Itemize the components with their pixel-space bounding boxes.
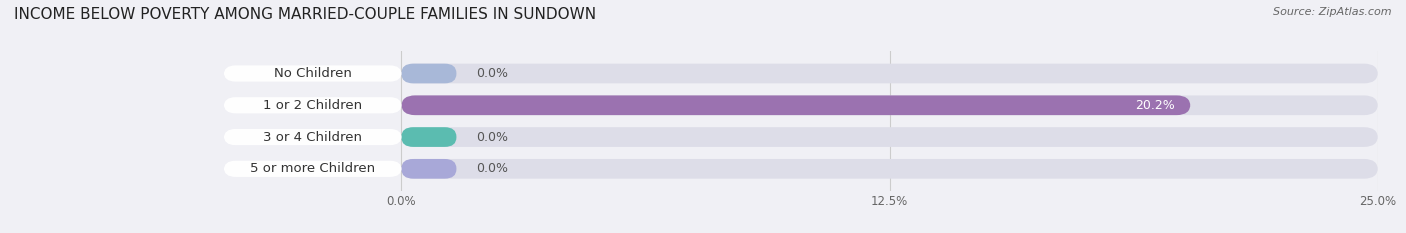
FancyBboxPatch shape [224,161,402,177]
FancyBboxPatch shape [401,159,457,179]
FancyBboxPatch shape [401,64,457,83]
Text: 0.0%: 0.0% [477,130,508,144]
Text: 1 or 2 Children: 1 or 2 Children [263,99,363,112]
FancyBboxPatch shape [224,129,402,145]
FancyBboxPatch shape [401,159,1378,179]
Text: Source: ZipAtlas.com: Source: ZipAtlas.com [1274,7,1392,17]
Text: No Children: No Children [274,67,352,80]
Text: INCOME BELOW POVERTY AMONG MARRIED-COUPLE FAMILIES IN SUNDOWN: INCOME BELOW POVERTY AMONG MARRIED-COUPL… [14,7,596,22]
Text: 20.2%: 20.2% [1135,99,1175,112]
FancyBboxPatch shape [401,96,1378,115]
Text: 0.0%: 0.0% [477,162,508,175]
FancyBboxPatch shape [401,127,1378,147]
Text: 3 or 4 Children: 3 or 4 Children [263,130,363,144]
Text: 0.0%: 0.0% [477,67,508,80]
FancyBboxPatch shape [401,64,1378,83]
FancyBboxPatch shape [224,97,402,113]
Text: 5 or more Children: 5 or more Children [250,162,375,175]
FancyBboxPatch shape [401,127,457,147]
FancyBboxPatch shape [224,65,402,82]
FancyBboxPatch shape [401,96,1191,115]
